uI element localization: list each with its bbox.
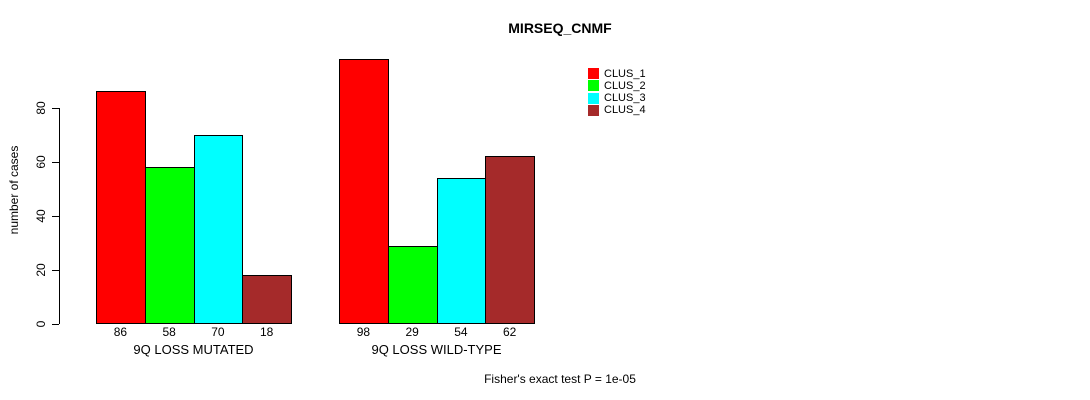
- fisher-test-annotation: Fisher's exact test P = 1e-05: [484, 372, 636, 386]
- y-axis-label: number of cases: [7, 145, 21, 235]
- bar-value-label: 58: [162, 325, 176, 339]
- legend-label: CLUS_2: [604, 79, 646, 92]
- bar-clus_1-group1: [96, 91, 146, 324]
- legend-item-clus_1: CLUS_1: [588, 67, 646, 80]
- legend-item-clus_3: CLUS_3: [588, 92, 646, 105]
- bar-clus_1-group2: [339, 59, 389, 324]
- y-tick-label: 60: [34, 155, 48, 169]
- bar-value-label: 98: [356, 325, 371, 339]
- y-tick-mark: [52, 161, 59, 163]
- y-tick-label: 0: [34, 320, 48, 328]
- bar-clus_2-group1: [144, 167, 195, 324]
- y-axis-line: [59, 107, 60, 324]
- bar-clus_3-group2: [436, 177, 487, 324]
- bar-clus_4-group1: [242, 275, 292, 324]
- bar-value-label: 18: [259, 325, 274, 339]
- y-tick-mark: [52, 269, 59, 271]
- legend-label: CLUS_3: [604, 92, 646, 105]
- bar-clus_3-group1: [193, 134, 244, 324]
- y-tick-label: 20: [34, 263, 48, 277]
- bar-value-label: 54: [454, 325, 468, 339]
- legend-label: CLUS_4: [604, 104, 646, 117]
- bar-clus_2-group2: [387, 245, 438, 324]
- bar-clus_4-group2: [485, 156, 535, 324]
- legend-swatch-icon: [588, 68, 599, 79]
- legend-swatch-icon: [588, 104, 599, 116]
- legend-item-clus_4: CLUS_4: [588, 104, 646, 117]
- chart-title: MIRSEQ_CNMF: [508, 20, 612, 36]
- bar-value-label: 62: [502, 325, 517, 339]
- bar-value-label: 29: [405, 325, 419, 339]
- legend-item-clus_2: CLUS_2: [588, 79, 646, 92]
- y-tick-mark: [52, 324, 59, 325]
- bar-value-label: 86: [113, 325, 128, 339]
- legend-swatch-icon: [588, 92, 599, 104]
- group-label: 9Q LOSS WILD-TYPE: [371, 342, 502, 357]
- bar-value-label: 70: [211, 325, 225, 339]
- y-tick-label: 40: [34, 209, 48, 223]
- y-tick-mark: [52, 215, 59, 217]
- legend-swatch-icon: [588, 80, 599, 92]
- legend-label: CLUS_1: [604, 67, 646, 80]
- y-tick-label: 80: [34, 100, 48, 115]
- group-label: 9Q LOSS MUTATED: [133, 342, 254, 357]
- y-tick-mark: [52, 107, 59, 109]
